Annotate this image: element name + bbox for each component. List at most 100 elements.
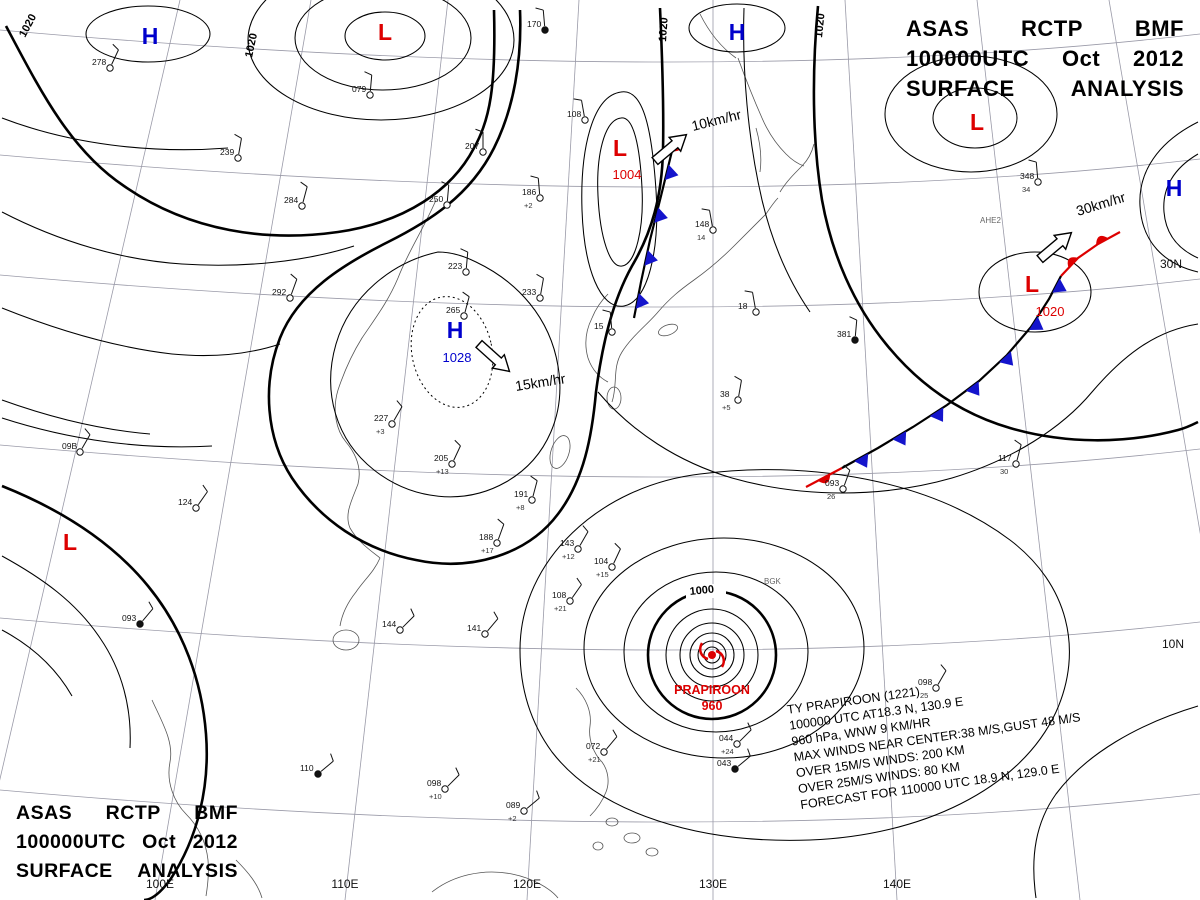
wind-barb <box>111 49 119 65</box>
movement-arrow <box>475 339 511 373</box>
wind-barb-feather <box>582 525 589 533</box>
wind-barb-feather <box>940 664 947 672</box>
wind-barb-feather <box>612 729 618 737</box>
wind-barb <box>497 524 505 540</box>
station-circle <box>192 504 200 512</box>
coast-hokkaido <box>779 143 815 193</box>
isobar <box>344 11 426 61</box>
station-value: 044 <box>719 733 733 743</box>
wind-barb <box>571 584 582 599</box>
station-value: 18 <box>738 301 748 311</box>
isobar <box>1 307 281 357</box>
station-plot: 188+17 <box>479 518 505 555</box>
coast-taiwan <box>549 435 571 469</box>
station-value: 098 <box>427 778 441 788</box>
station-plot: 144 <box>382 608 415 634</box>
station-value: 110 <box>300 763 314 773</box>
wind-barb-feather <box>734 375 742 381</box>
isobar-typhoon-ring <box>623 571 809 733</box>
coast-south <box>235 859 559 899</box>
station-plot: 227+3 <box>374 400 403 436</box>
station-value: 141 <box>467 623 481 633</box>
title-word: 100000UTC <box>906 46 1030 71</box>
station-value: 227 <box>374 413 388 423</box>
station-plot: 043 <box>717 748 751 773</box>
high-center-pressure: 1028 <box>443 350 472 365</box>
high-center: H <box>729 19 746 45</box>
station-circle <box>733 740 741 748</box>
station-circle <box>851 336 859 344</box>
station-circle <box>448 460 456 468</box>
station-circle <box>76 448 84 456</box>
front-layer <box>632 139 1121 488</box>
longitude-label: 120E <box>513 877 541 891</box>
cold-front-pip <box>929 407 944 422</box>
station-value: 098 <box>918 677 932 687</box>
station-plot: 284 <box>284 181 308 210</box>
wind-barb-feather <box>602 309 611 313</box>
latitude-label: 10N <box>1162 637 1184 651</box>
station-value: 188 <box>479 532 493 542</box>
station-circle <box>566 597 574 605</box>
latitude-label: 30N <box>1160 257 1182 271</box>
station-circle <box>1034 178 1042 186</box>
isobar <box>1 211 355 266</box>
station-circle <box>462 268 470 276</box>
isobar <box>1163 153 1199 259</box>
coast-kyushu <box>606 386 622 410</box>
station-circle <box>536 194 544 202</box>
station-sub-value: +24 <box>721 747 734 756</box>
wind-barb-feather <box>530 175 539 179</box>
isobar-label: 1020 <box>17 12 39 39</box>
station-circle <box>574 545 582 553</box>
isobar <box>519 469 1070 841</box>
low-center: L <box>613 135 627 161</box>
isobar <box>1 417 213 448</box>
station-plot: 38+5 <box>720 375 742 412</box>
title-word: 2012 <box>1133 46 1184 71</box>
movement-arrow <box>1036 231 1073 264</box>
wind-barb-feather <box>530 475 538 482</box>
wind-barb <box>737 755 751 767</box>
station-sub-value: +13 <box>436 467 449 476</box>
station-plot: 079 <box>352 71 374 99</box>
isobar-typhoon-ring <box>697 640 727 670</box>
station-id-label: BGK <box>764 577 782 586</box>
station-plot: 239 <box>220 133 242 162</box>
station-value: 15 <box>594 321 604 331</box>
coast-island <box>645 847 659 857</box>
wind-barb-feather <box>701 208 710 211</box>
typhoon-center-dot <box>708 651 716 659</box>
wind-barb-feather <box>234 133 242 139</box>
station-value: 108 <box>567 109 581 119</box>
station-sub-value: +2 <box>524 201 533 210</box>
isobar-typhoon-ring <box>679 622 745 688</box>
station-sub-value: +15 <box>596 570 609 579</box>
title-word: Oct <box>142 831 177 853</box>
wind-barb-feather <box>536 790 540 799</box>
title-word: SURFACE <box>906 76 1015 101</box>
cold-front-pip <box>654 207 668 223</box>
station-plot: 09B <box>62 428 91 456</box>
station-plot: 250 <box>429 181 451 209</box>
station-circle <box>460 312 468 320</box>
station-plot: 207 <box>465 128 487 156</box>
station-sub-value: 14 <box>697 233 705 242</box>
station-sub-value: +21 <box>588 755 601 764</box>
station-plot: 124 <box>178 484 208 512</box>
wind-barb-feather <box>573 98 582 101</box>
station-sub-value: +21 <box>554 604 567 613</box>
station-value: 148 <box>695 219 709 229</box>
station-plot: 381 <box>837 316 859 344</box>
wind-barb <box>854 320 858 337</box>
wind-barb <box>197 491 208 506</box>
station-value: 143 <box>560 538 574 548</box>
station-circle <box>396 626 404 634</box>
station-circle <box>528 496 536 504</box>
warm-front-pip <box>817 474 831 484</box>
label-mask <box>686 584 726 598</box>
wind-barb-feather <box>536 273 544 279</box>
